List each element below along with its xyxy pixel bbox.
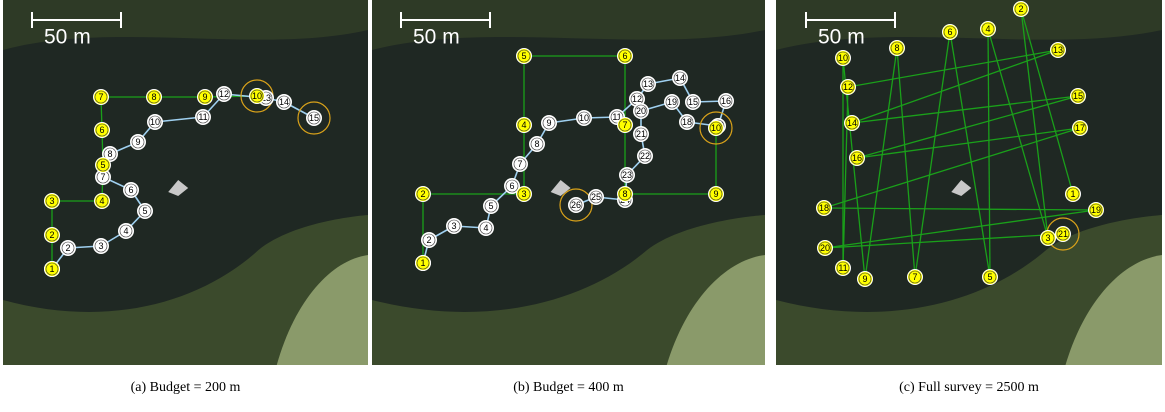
waypoint-label: 11 [838,263,847,273]
waypoint-label: 7 [98,92,103,102]
waypoint-label: 2 [1018,4,1023,14]
waypoint-label: 21 [1058,229,1068,239]
waypoint-label: 20 [636,106,646,116]
waypoint-label: 1 [49,264,54,274]
waypoint-label: 3 [49,196,54,206]
waypoint-label: 12 [843,82,853,92]
waypoint-label: 2 [65,243,70,253]
waypoint-label: 16 [721,96,731,106]
waypoint-label: 6 [947,27,952,37]
waypoint-label: 4 [985,24,990,34]
waypoint-label: 7 [517,159,522,169]
waypoint-label: 8 [894,43,899,53]
waypoint-label: 5 [100,160,105,170]
waypoint-label: 14 [847,118,857,128]
waypoint-label: 4 [123,226,128,236]
waypoint-label: 4 [521,120,526,130]
waypoint-label: 15 [309,113,319,123]
map-panel: 50 m12345678910111213141512345678910 [3,0,368,365]
waypoint-label: 10 [579,113,589,123]
waypoint-label: 12 [219,89,229,99]
waypoint-label: 8 [151,92,156,102]
waypoint-label: 15 [1073,91,1083,101]
figure: 50 m12345678910111213141512345678910(a) … [0,0,1165,407]
waypoint-label: 2 [49,230,54,240]
waypoint-label: 7 [912,272,917,282]
waypoint-label: 10 [838,53,848,63]
waypoint-label: 21 [636,129,646,139]
waypoint-label: 22 [640,151,650,161]
waypoint-label: 16 [852,153,862,163]
waypoint-label: 10 [711,123,721,133]
waypoint-label: 25 [591,192,601,202]
waypoint-label: 18 [682,117,692,127]
waypoint-label: 3 [521,189,526,199]
waypoint-label: 10 [252,91,262,101]
waypoint-label: 6 [622,51,627,61]
waypoint-label: 26 [571,200,581,210]
caption: (b) Budget = 400 m [513,380,624,395]
waypoint-label: 13 [643,79,653,89]
scale-label: 50 m [413,26,460,49]
waypoint-label: 8 [534,139,539,149]
waypoint-label: 23 [622,170,632,180]
waypoint-label: 5 [987,272,992,282]
waypoint-label: 6 [509,181,514,191]
waypoint-label: 12 [632,94,642,104]
waypoint-label: 5 [521,51,526,61]
waypoint-label: 3 [98,241,103,251]
waypoint-label: 6 [99,125,104,135]
waypoint-label: 3 [1045,233,1050,243]
waypoint-label: 2 [426,235,431,245]
waypoint-label: 19 [667,97,677,107]
waypoint-label: 4 [99,196,104,206]
waypoint-label: 14 [279,97,289,107]
waypoint-label: 15 [688,97,698,107]
waypoint-label: 13 [1053,45,1063,55]
waypoint-label: 9 [135,137,140,147]
waypoint-label: 5 [488,201,493,211]
waypoint-label: 10 [150,117,160,127]
waypoint-label: 6 [128,185,133,195]
waypoint-label: 17 [1075,123,1085,133]
map-panel: 50 m123456789101112131415161718192021222… [372,0,765,365]
waypoint-label: 1 [1070,189,1075,199]
waypoint-label: 2 [420,189,425,199]
waypoint-label: 9 [862,274,867,284]
waypoint-label: 8 [622,189,627,199]
waypoint-label: 14 [675,73,685,83]
waypoint-label: 8 [107,149,112,159]
waypoint-label: 9 [546,118,551,128]
waypoint-label: 4 [483,223,488,233]
map-panel: 50 m123456789101112131415161718192021 [776,0,1162,365]
scale-label: 50 m [44,26,91,49]
scale-label: 50 m [818,26,865,49]
waypoint-label: 11 [198,112,207,122]
waypoint-label: 20 [820,243,830,253]
waypoint-label: 1 [420,258,425,268]
waypoint-label: 5 [142,206,147,216]
waypoint-label: 7 [622,120,627,130]
waypoint-label: 7 [100,172,105,182]
waypoint-label: 9 [202,92,207,102]
waypoint-label: 18 [819,203,829,213]
waypoint-label: 3 [451,221,456,231]
caption: (a) Budget = 200 m [131,380,241,395]
waypoint-label: 9 [713,189,718,199]
waypoint-label: 19 [1091,205,1101,215]
caption: (c) Full survey = 2500 m [899,380,1039,395]
